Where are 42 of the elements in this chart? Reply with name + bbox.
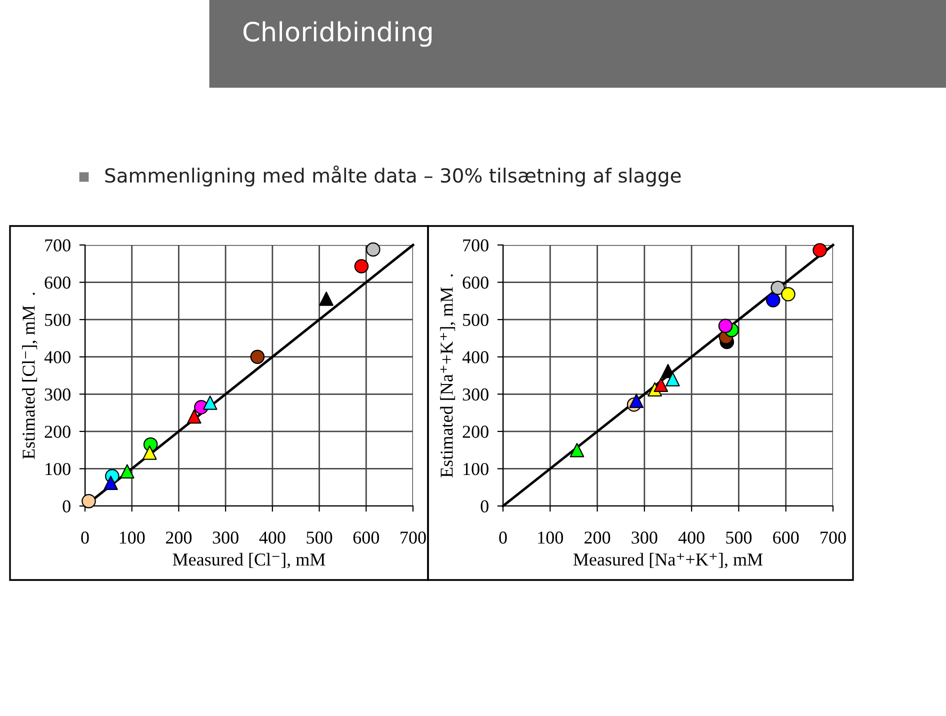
y-tick-label: 400 xyxy=(462,351,488,364)
x-tick-label: 400 xyxy=(259,532,286,544)
x-tick-label: 600 xyxy=(773,532,799,544)
chart-title: Chloridbinding xyxy=(243,21,432,47)
x-tick-label: 100 xyxy=(538,532,563,544)
x-tick-label: 500 xyxy=(726,532,752,544)
x-tick-label: 0 xyxy=(499,532,507,544)
x-tick-label: 700 xyxy=(400,532,426,544)
y-tick-label: 0 xyxy=(62,500,70,512)
y-tick-label: 500 xyxy=(45,314,70,326)
x-tick-label: 500 xyxy=(306,532,332,544)
x-tick-label: 200 xyxy=(166,532,192,544)
y-tick-label: 600 xyxy=(462,276,488,289)
y-tick-label: 300 xyxy=(44,388,70,401)
point xyxy=(104,476,118,490)
x-tick-label: 300 xyxy=(212,532,238,544)
y-tick-label: 600 xyxy=(44,276,70,289)
y-tick-label: 100 xyxy=(46,462,70,476)
y-axis-title: Estimated [Na⁺+K⁺], mM . xyxy=(440,274,456,478)
x-tick-label: 300 xyxy=(632,532,658,544)
x-tick-label: 600 xyxy=(353,532,379,544)
y-axis-title: Estimated [Cl⁻], mM . xyxy=(22,292,38,459)
point xyxy=(142,446,157,460)
point xyxy=(319,292,334,306)
x-tick-label: 100 xyxy=(120,532,145,544)
y-tick-label: 200 xyxy=(44,426,70,438)
x-tick-label: 400 xyxy=(678,532,704,544)
x-tick-label: 700 xyxy=(820,532,846,544)
y-tick-label: 300 xyxy=(462,388,488,401)
point xyxy=(666,372,680,386)
y-tick-label: 500 xyxy=(463,314,488,326)
x-tick-label: 200 xyxy=(584,532,610,544)
y-tick-label: 0 xyxy=(480,500,488,512)
y-tick-label: 200 xyxy=(462,426,488,438)
chart-subtitle: Sammenligning med målte data – 30% tilsætning af slagge xyxy=(105,165,681,187)
y-tick-label: 400 xyxy=(44,351,70,364)
y-tick-label: 700 xyxy=(463,239,488,252)
y-tick-label: 700 xyxy=(45,239,70,252)
y-tick-label: 100 xyxy=(464,462,488,476)
x-axis-title: Measured [Na⁺+K⁺], mM xyxy=(573,552,763,568)
x-tick-label: 0 xyxy=(81,532,89,544)
x-axis-title: Measured [Cl⁻], mM xyxy=(172,552,326,568)
